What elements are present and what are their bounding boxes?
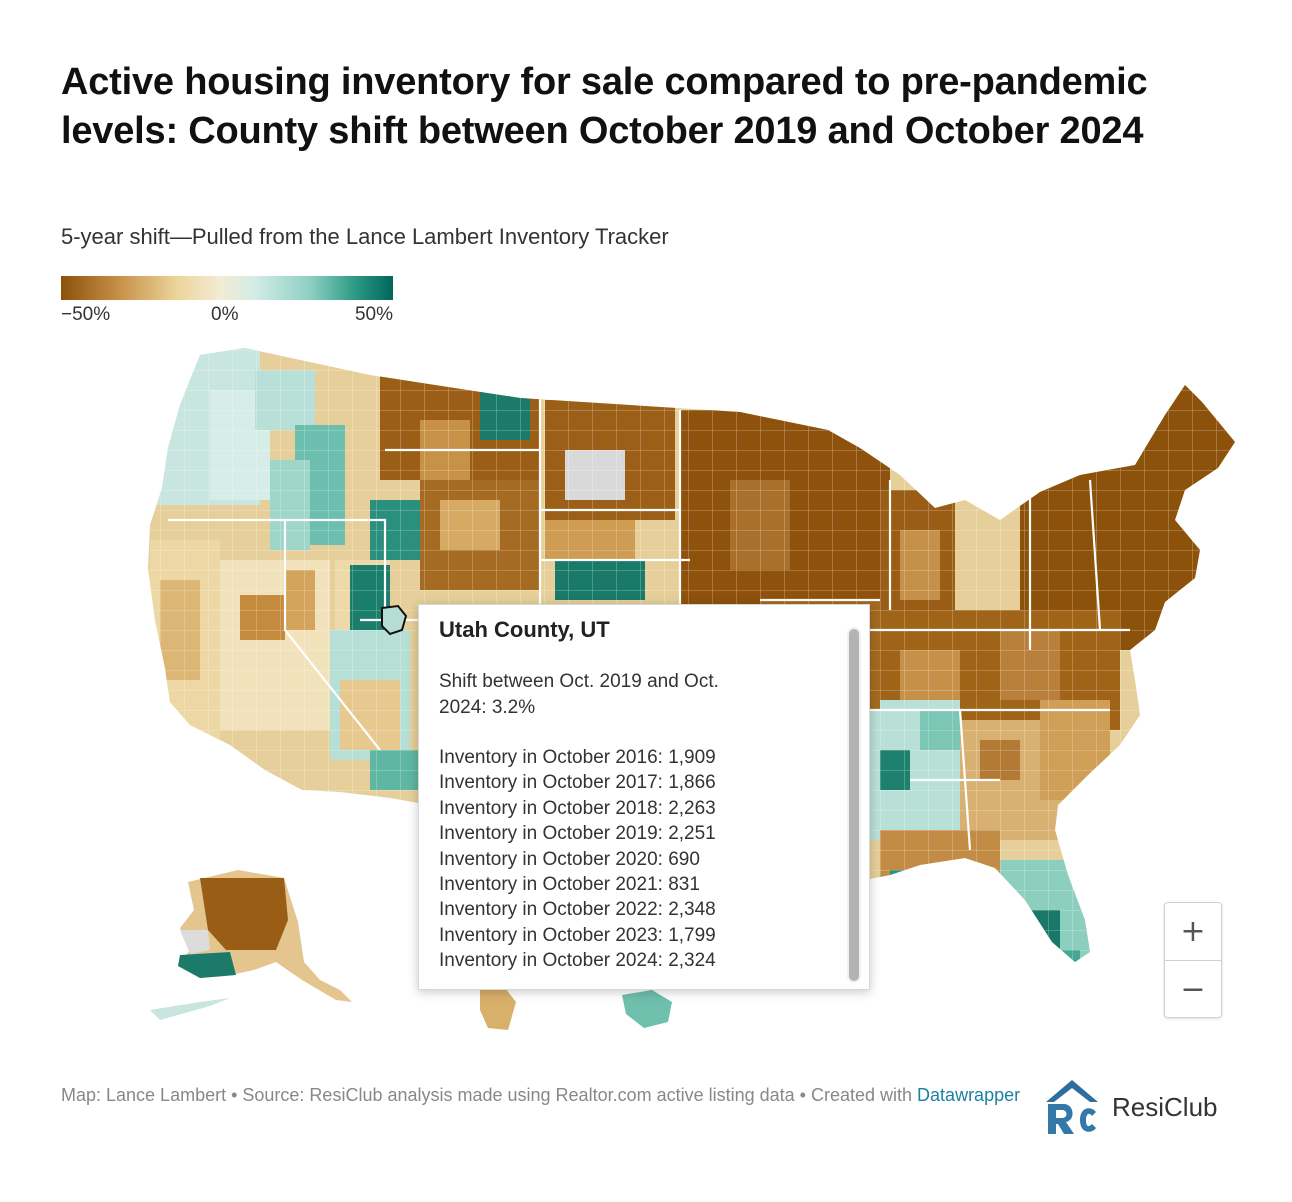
- legend-gradient-bar: [61, 276, 393, 300]
- tooltip-inventory-row: Inventory in October 2021: 831: [439, 874, 700, 896]
- legend-mid-label: 0%: [211, 304, 239, 325]
- tooltip-title: Utah County, UT: [439, 617, 610, 642]
- tooltip-inventory-row: Inventory in October 2017: 1,866: [439, 772, 716, 794]
- legend-max-label: 50%: [354, 304, 393, 325]
- resiclub-logo[interactable]: ResiClub: [1042, 1076, 1242, 1138]
- zoom-out-button[interactable]: −: [1165, 960, 1221, 1017]
- datawrapper-link[interactable]: Datawrapper: [917, 1085, 1021, 1105]
- tooltip-inventory-row: Inventory in October 2018: 2,263: [439, 797, 716, 819]
- legend-min-label: −50%: [61, 304, 111, 325]
- zoom-controls: + −: [1164, 902, 1222, 1018]
- chart-subtitle: 5-year shift—Pulled from the Lance Lambe…: [61, 224, 669, 249]
- tooltip-inventory-row: Inventory in October 2016: 1,909: [439, 747, 716, 768]
- tooltip-inventory-row: Inventory in October 2022: 2,348: [439, 899, 716, 921]
- tooltip-inventory-row: Inventory in October 2023: 1,799: [439, 924, 716, 946]
- resiclub-house-logo-icon: [1046, 1080, 1098, 1134]
- county-tooltip: Utah County, UT Shift between Oct. 2019 …: [418, 604, 870, 990]
- tooltip-scrollbar-thumb[interactable]: [849, 629, 859, 981]
- alaska: [150, 870, 352, 1020]
- logo-text: ResiClub: [1112, 1092, 1218, 1122]
- chart-footer: Map: Lance Lambert • Source: ResiClub an…: [61, 1082, 1031, 1108]
- tooltip-inventory-row: Inventory in October 2024: 2,324: [439, 950, 716, 972]
- legend-labels: −50% 0% 50%: [61, 304, 393, 330]
- tooltip-inventory-list: Inventory in October 2016: 1,909 Invento…: [439, 745, 869, 974]
- chart-title: Active housing inventory for sale compar…: [61, 61, 1148, 152]
- zoom-in-button[interactable]: +: [1165, 903, 1221, 960]
- tooltip-shift-value: Shift between Oct. 2019 and Oct. 2024: 3…: [439, 671, 719, 718]
- tooltip-inventory-row: Inventory in October 2019: 2,251: [439, 823, 716, 845]
- tooltip-inventory-row: Inventory in October 2020: 690: [439, 848, 700, 870]
- gulf-coast-counties: [622, 990, 672, 1028]
- footer-source-text: Map: Lance Lambert • Source: ResiClub an…: [61, 1085, 913, 1105]
- tooltip-scrollbar[interactable]: [847, 627, 861, 983]
- color-legend: −50% 0% 50%: [61, 276, 393, 330]
